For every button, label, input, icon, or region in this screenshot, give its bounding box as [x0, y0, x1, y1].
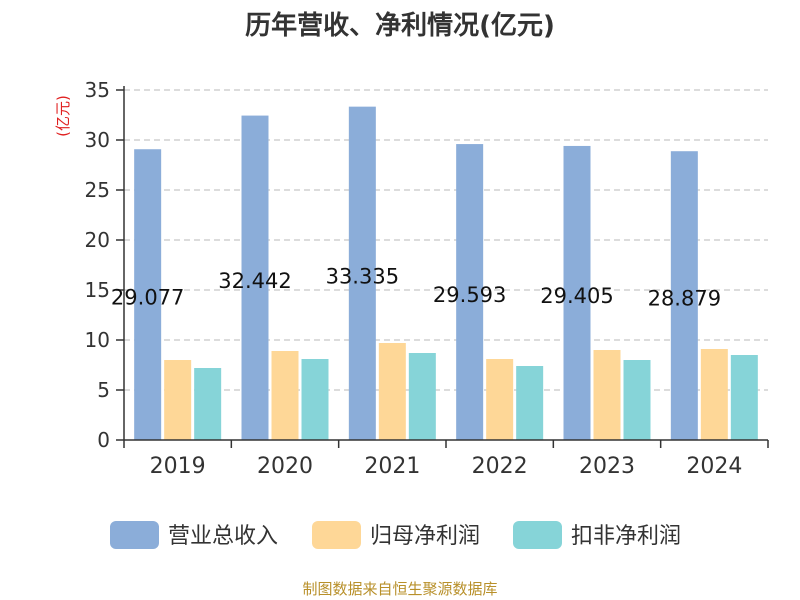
x-tick-label: 2024 — [686, 454, 742, 479]
y-tick-label: 0 — [97, 428, 110, 452]
data-label: 29.077 — [111, 286, 184, 310]
bar — [516, 366, 544, 440]
y-tick-label: 5 — [97, 378, 110, 402]
x-tick-label: 2022 — [472, 454, 528, 479]
x-tick-label: 2021 — [364, 454, 420, 479]
legend-swatch — [110, 521, 159, 549]
y-tick-label: 15 — [85, 278, 110, 302]
legend-label: 归母净利润 — [370, 524, 480, 549]
bar — [563, 145, 591, 440]
chart-title: 历年营收、净利情况(亿元) — [245, 10, 555, 41]
source-note: 制图数据来自恒生聚源数据库 — [302, 580, 497, 598]
x-tick-label: 2020 — [257, 454, 313, 479]
bar — [164, 360, 192, 440]
grid-lines — [124, 89, 768, 391]
bar — [241, 115, 269, 440]
y-tick-label: 30 — [85, 128, 110, 152]
bar — [670, 151, 698, 440]
x-tick-label: 2019 — [150, 454, 206, 479]
data-label: 28.879 — [648, 287, 721, 311]
data-label: 32.442 — [218, 269, 291, 293]
bar — [301, 359, 329, 440]
data-labels: 29.077 32.442 33.335 29.593 29.405 28.879 — [111, 264, 721, 310]
legend-label: 营业总收入 — [168, 524, 278, 549]
bar — [134, 149, 162, 441]
axes: 0 5 10 15 20 25 30 35 2019 2020 2021 2022 2023 2024 — [85, 78, 769, 479]
legend: 营业总收入 归母净利润 扣非净利润 — [110, 521, 681, 549]
bar — [730, 355, 758, 440]
x-tick-label: 2023 — [579, 454, 635, 479]
legend-swatch — [312, 521, 361, 549]
bar — [456, 144, 484, 440]
y-tick-label: 10 — [85, 328, 110, 352]
bar — [593, 350, 621, 440]
data-label: 29.405 — [540, 284, 613, 308]
bar — [700, 349, 728, 440]
y-tick-label: 25 — [85, 178, 110, 202]
bar — [194, 368, 222, 440]
bar — [271, 351, 299, 440]
y-axis-unit-label: (亿元) — [54, 95, 72, 137]
y-tick-label: 35 — [85, 78, 110, 102]
legend-label: 扣非净利润 — [571, 524, 681, 549]
legend-swatch — [513, 521, 562, 549]
bar — [623, 360, 651, 440]
bar — [378, 343, 406, 440]
data-label: 29.593 — [433, 283, 506, 307]
data-label: 33.335 — [326, 264, 399, 288]
bar — [348, 106, 376, 441]
bar — [486, 359, 514, 440]
bar — [408, 353, 436, 440]
y-tick-label: 20 — [85, 228, 110, 252]
bars — [134, 106, 758, 441]
